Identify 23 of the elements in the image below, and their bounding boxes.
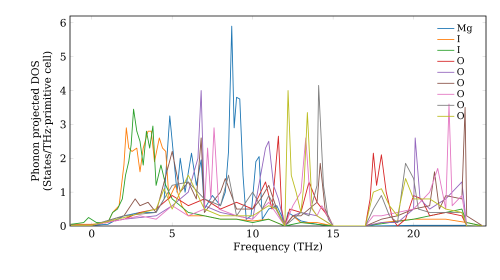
x-axis-title: Frequency (THz) [234, 242, 322, 253]
y-tick-label: 0 [60, 222, 66, 230]
x-tick-label: 20 [408, 230, 420, 238]
legend-label: O [457, 90, 464, 98]
y-axis-title: Phonon projected DOS (States/THz·primitive cell) [30, 52, 53, 190]
y-tick-label: 5 [60, 52, 66, 61]
y-tick-label: 3 [60, 120, 66, 128]
y-tick-label: 2 [60, 154, 66, 162]
y-tick-label: 4 [60, 86, 66, 94]
x-tick-label: 10 [247, 230, 259, 238]
legend-label: O [457, 68, 464, 76]
x-tick-label: 15 [328, 230, 339, 238]
legend-label: I [457, 46, 460, 54]
legend-label: O [457, 57, 464, 64]
legend-label: O [457, 101, 464, 108]
legend-label: Mg [457, 24, 472, 34]
y-tick-label: 1 [61, 188, 65, 196]
legend-label: O [457, 112, 464, 120]
legend-label: O [457, 79, 464, 86]
x-tick-label: 5 [170, 230, 175, 238]
legend-label: I [457, 35, 460, 42]
y-tick-label: 6 [60, 18, 66, 27]
x-tick-label: 0 [89, 230, 94, 238]
